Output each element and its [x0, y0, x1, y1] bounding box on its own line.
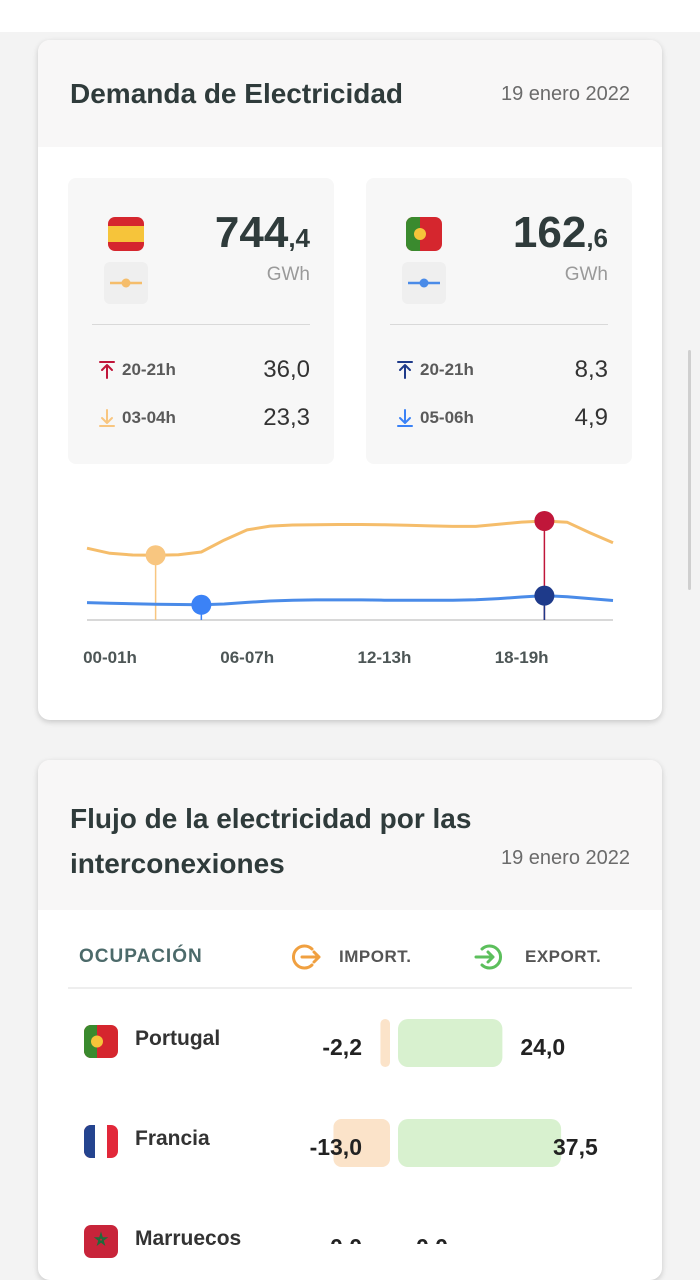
min-marker	[145, 545, 166, 566]
card-header: Demanda de Electricidad 19 enero 2022	[38, 40, 662, 147]
max-value: 8,3	[574, 356, 608, 383]
legend-dot	[419, 278, 429, 288]
demand-chart: 00-01h 06-07h 12-13h 18-19h	[83, 511, 614, 667]
max-hours: 20-21h	[122, 360, 176, 379]
country-name: Portugal	[135, 1027, 221, 1050]
arrow	[397, 361, 413, 379]
demand-line	[86, 519, 614, 557]
legend-box	[402, 262, 446, 304]
arrow	[99, 409, 115, 427]
min-hours: 05-06h	[420, 408, 474, 427]
country-box: 162,6 GWh 20-21h 8,3 05-06h 4,9	[366, 178, 632, 464]
import-label: -2,2	[322, 1034, 362, 1060]
unit: GWh	[266, 264, 310, 285]
divider	[92, 324, 310, 325]
flag	[84, 1025, 118, 1058]
max-icon	[99, 361, 115, 379]
total-dec: ,4	[288, 223, 310, 253]
import-label: -13,0	[310, 1134, 362, 1160]
min-marker	[191, 594, 212, 615]
import-bar	[333, 1119, 390, 1167]
flow-bars: -2,2 24,0 -13,0 37,5 0,0 0,0	[310, 1019, 598, 1244]
import-label: 0,0	[330, 1234, 362, 1244]
import-bar	[380, 1019, 390, 1067]
max-value: 36,0	[263, 356, 310, 383]
export-label: 0,0	[416, 1234, 448, 1244]
arrow	[99, 361, 115, 379]
total: 162,6	[513, 208, 608, 258]
legend-icon	[408, 278, 440, 288]
export-icon	[474, 944, 502, 970]
export-label: 37,5	[553, 1134, 598, 1160]
total-int: 162	[512, 208, 587, 257]
min-icon	[397, 409, 413, 427]
min-hours: 03-04h	[122, 408, 176, 427]
total: 744,4	[215, 208, 310, 258]
card-date: 19 enero 2022	[500, 83, 630, 105]
export-label: 24,0	[520, 1034, 565, 1060]
legend-box	[104, 262, 148, 304]
card-title: Demanda de Electricidad	[70, 78, 404, 109]
export-bar	[398, 1119, 562, 1167]
arrow	[397, 409, 413, 427]
legend-icon	[110, 278, 142, 288]
max-icon	[397, 361, 413, 379]
max-marker	[534, 511, 555, 531]
min-value: 4,9	[574, 404, 608, 431]
legend-dot	[121, 278, 131, 288]
country-box: 744,4 GWh 20-21h 36,0 03-04h 23,3	[68, 178, 334, 464]
flows-card: Flujo de la electricidad por las interco…	[38, 760, 662, 1280]
demand-line	[86, 594, 614, 607]
scrollbar	[688, 350, 691, 590]
min-value: 23,3	[263, 404, 310, 431]
divider	[390, 324, 608, 325]
card-title: Flujo de la electricidad por las interco…	[70, 803, 472, 879]
import-icon	[292, 944, 321, 970]
export-bar	[398, 1019, 503, 1067]
export-header: EXPORT.	[525, 947, 602, 966]
x-tick-label: 12-13h	[357, 648, 411, 667]
card-header: Flujo de la electricidad por las interco…	[38, 760, 662, 910]
import-header: IMPORT.	[339, 947, 412, 966]
max-marker	[534, 585, 555, 606]
divider	[68, 987, 632, 989]
card-date: 19 enero 2022	[500, 847, 630, 869]
min-icon	[99, 409, 115, 427]
occupation-header: OCUPACIÓN	[79, 946, 203, 967]
top-bar	[0, 0, 700, 32]
max-hours: 20-21h	[420, 360, 474, 379]
x-tick-label: 00-01h	[83, 648, 137, 667]
total-dec: ,6	[586, 223, 608, 253]
total-int: 744	[214, 208, 289, 257]
x-tick-label: 18-19h	[495, 648, 549, 667]
unit: GWh	[564, 264, 608, 285]
flag-spain	[108, 217, 144, 251]
country-name: Francia	[135, 1127, 210, 1150]
flag-portugal	[406, 217, 442, 251]
flag	[84, 1125, 118, 1158]
x-tick-label: 06-07h	[220, 648, 274, 667]
